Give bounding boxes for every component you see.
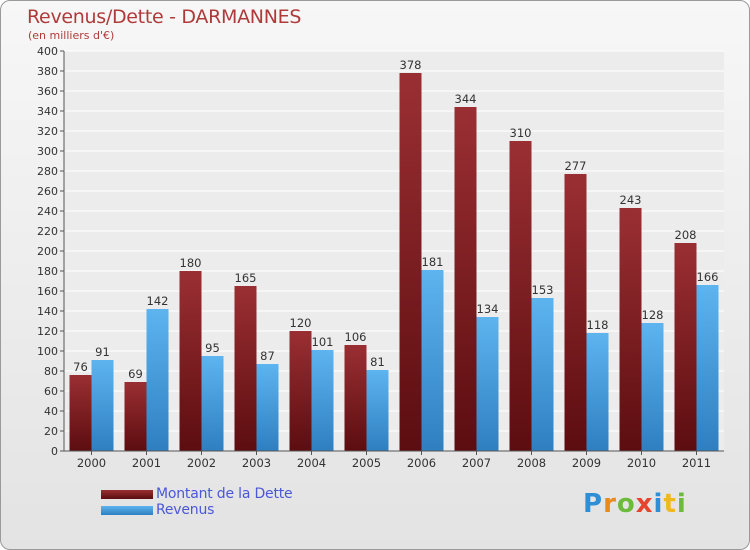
- y-tick-label: 320: [37, 125, 58, 138]
- bar-dette-2005: [344, 345, 367, 451]
- y-tick-label: 140: [37, 305, 58, 318]
- y-tick-label: 280: [37, 165, 58, 178]
- data-label: 277: [565, 159, 587, 173]
- bar-revenus-2003: [256, 364, 279, 451]
- data-label: 91: [95, 345, 110, 359]
- bar-revenus-2008: [531, 298, 554, 451]
- y-tick-label: 80: [44, 365, 58, 378]
- bar-dette-2008: [509, 141, 532, 451]
- data-label: 181: [422, 255, 444, 269]
- proxiti-logo: Proxiti: [583, 489, 687, 519]
- y-tick-label: 160: [37, 285, 58, 298]
- data-label: 310: [510, 126, 532, 140]
- bar-dette-2001: [124, 382, 147, 451]
- data-label: 180: [180, 256, 202, 270]
- bar-revenus-2007: [476, 317, 499, 451]
- y-tick-label: 380: [37, 65, 58, 78]
- x-tick-label: 2008: [517, 456, 546, 470]
- x-tick-label: 2002: [187, 456, 216, 470]
- y-tick-label: 180: [37, 265, 58, 278]
- data-label: 153: [532, 283, 554, 297]
- bar-dette-2003: [234, 286, 257, 451]
- legend-label-dette: Montant de la Dette: [156, 486, 293, 502]
- data-label: 120: [290, 316, 312, 330]
- y-tick-label: 200: [37, 245, 58, 258]
- x-tick-label: 2007: [462, 456, 491, 470]
- data-label: 243: [620, 193, 642, 207]
- x-tick-label: 2004: [297, 456, 326, 470]
- chart-title: Revenus/Dette - DARMANNES: [27, 6, 302, 28]
- bar-dette-2011: [674, 243, 697, 451]
- data-label: 69: [128, 367, 143, 381]
- x-tick-label: 2009: [572, 456, 601, 470]
- logo-letter: t: [663, 489, 677, 519]
- bar-dette-2010: [619, 208, 642, 451]
- chart-subtitle: (en milliers d'€): [28, 29, 115, 42]
- data-label: 378: [400, 58, 422, 72]
- x-tick-label: 2011: [682, 456, 711, 470]
- bar-revenus-2001: [146, 309, 169, 451]
- legend-swatch-dette: [101, 490, 153, 499]
- x-tick-label: 2003: [242, 456, 271, 470]
- logo-letter: o: [616, 489, 636, 519]
- data-label: 95: [205, 341, 220, 355]
- bar-revenus-2006: [421, 270, 444, 451]
- y-tick-label: 260: [37, 185, 58, 198]
- data-label: 128: [642, 308, 664, 322]
- bar-dette-2000: [69, 375, 92, 451]
- x-tick-label: 2006: [407, 456, 436, 470]
- data-label: 142: [147, 294, 169, 308]
- bar-revenus-2005: [366, 370, 389, 451]
- data-label: 101: [312, 335, 334, 349]
- legend-label-revenus: Revenus: [156, 502, 215, 518]
- bar-revenus-2009: [586, 333, 609, 451]
- data-label: 134: [477, 302, 499, 316]
- y-tick-label: 240: [37, 205, 58, 218]
- bar-dette-2007: [454, 107, 477, 451]
- data-label: 166: [697, 270, 719, 284]
- y-tick-label: 120: [37, 325, 58, 338]
- x-tick-label: 2001: [132, 456, 161, 470]
- data-label: 106: [345, 330, 367, 344]
- y-tick-label: 60: [44, 385, 58, 398]
- logo-letter: r: [603, 489, 617, 519]
- x-tick-label: 2000: [77, 456, 106, 470]
- logo-letter: i: [653, 489, 664, 519]
- bar-dette-2002: [179, 271, 202, 451]
- bar-dette-2009: [564, 174, 587, 451]
- data-label: 118: [587, 318, 609, 332]
- legend-swatch-revenus: [101, 506, 153, 515]
- bar-dette-2006: [399, 73, 422, 451]
- data-label: 344: [455, 92, 477, 106]
- y-tick-label: 0: [51, 445, 58, 458]
- logo-letter: x: [635, 489, 654, 519]
- data-label: 81: [370, 355, 385, 369]
- logo-letter: P: [583, 489, 604, 519]
- bar-revenus-2011: [696, 285, 719, 451]
- y-tick-label: 300: [37, 145, 58, 158]
- bar-dette-2004: [289, 331, 312, 451]
- logo-letter: i: [676, 489, 687, 519]
- bar-revenus-2002: [201, 356, 224, 451]
- bar-revenus-2004: [311, 350, 334, 451]
- y-tick-label: 220: [37, 225, 58, 238]
- data-label: 87: [260, 349, 275, 363]
- y-tick-label: 40: [44, 405, 58, 418]
- bar-revenus-2010: [641, 323, 664, 451]
- x-tick-label: 2010: [627, 456, 656, 470]
- data-label: 165: [235, 271, 257, 285]
- y-tick-label: 100: [37, 345, 58, 358]
- y-tick-label: 340: [37, 105, 58, 118]
- x-tick-label: 2005: [352, 456, 381, 470]
- y-tick-label: 20: [44, 425, 58, 438]
- y-tick-label: 360: [37, 85, 58, 98]
- y-tick-label: 400: [37, 45, 58, 58]
- data-label: 208: [675, 228, 697, 242]
- data-label: 76: [73, 360, 88, 374]
- bar-revenus-2000: [91, 360, 114, 451]
